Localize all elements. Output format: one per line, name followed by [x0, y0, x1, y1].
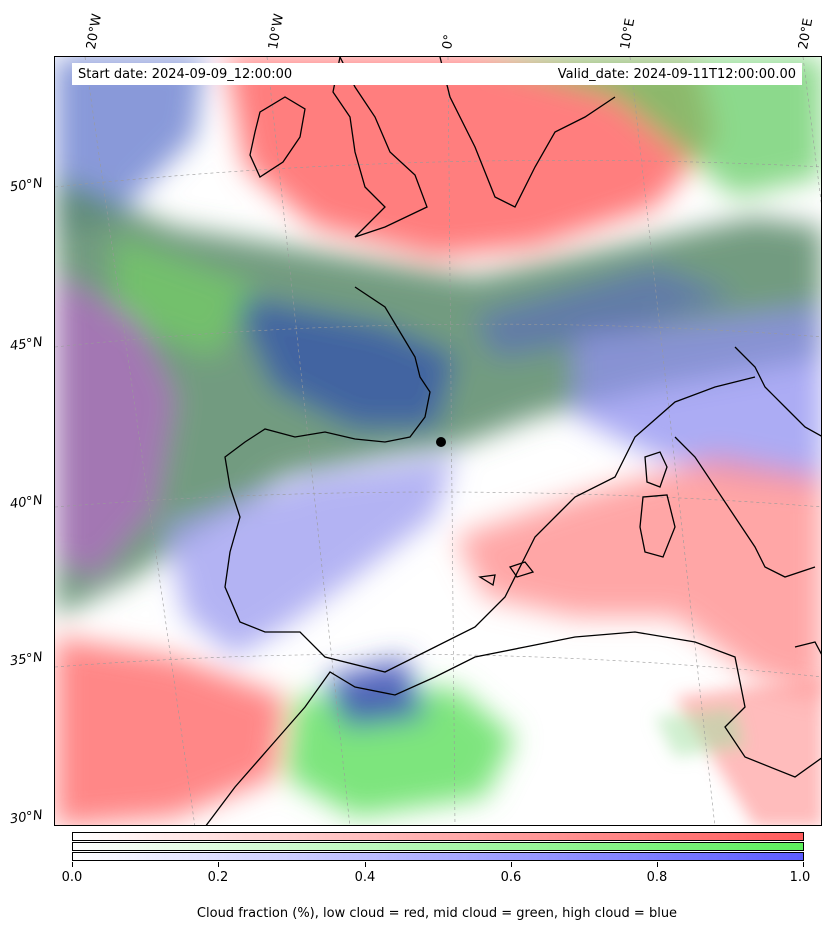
cloud-fraction-map: [54, 56, 822, 826]
lat-label-35n: 35°N: [9, 649, 44, 670]
colorbar-title: Cloud fraction (%), low cloud = red, mid…: [196, 906, 678, 921]
colorbar-tick: [657, 862, 658, 867]
location-marker: [436, 437, 446, 447]
lon-label-0: 0°: [440, 33, 458, 51]
map-canvas: [55, 57, 821, 825]
coastlines: [205, 57, 821, 825]
colorbar-tick: [511, 862, 512, 867]
lon-label-20w: 20°W: [84, 12, 106, 51]
lat-label-45n: 45°N: [9, 334, 44, 355]
lat-label-40n: 40°N: [9, 492, 44, 513]
colorbar-tick: [365, 862, 366, 867]
date-info-bar: Start date: 2024-09-09_12:00:00 Valid_da…: [72, 63, 802, 85]
lon-label-10w: 10°W: [266, 12, 288, 51]
colorbar-tick-label: 0.0: [61, 870, 83, 885]
colorbar-tick: [72, 862, 73, 867]
colorbar-tick-label: 0.8: [646, 870, 668, 885]
colorbar-low-cloud: [72, 832, 804, 841]
colorbar-tick: [803, 862, 804, 867]
colorbar-tick-label: 0.4: [354, 870, 376, 885]
colorbar-high-cloud: [72, 852, 804, 861]
colorbar-tick-label: 0.6: [500, 870, 522, 885]
valid-date-label: Valid_date: 2024-09-11T12:00:00.00: [557, 66, 796, 82]
lon-label-10e: 10°E: [618, 17, 639, 51]
colorbar-tick-label: 0.2: [207, 870, 229, 885]
colorbar-tick-label: 1.0: [789, 870, 811, 885]
start-date-label: Start date: 2024-09-09_12:00:00: [78, 66, 293, 82]
lon-label-20e: 20°E: [796, 17, 817, 51]
graticule: [55, 57, 821, 825]
lat-label-50n: 50°N: [9, 175, 44, 196]
colorbar-tick: [218, 862, 219, 867]
colorbar-mid-cloud: [72, 842, 804, 851]
cloud-fields: [55, 57, 821, 825]
lat-label-30n: 30°N: [9, 807, 44, 828]
